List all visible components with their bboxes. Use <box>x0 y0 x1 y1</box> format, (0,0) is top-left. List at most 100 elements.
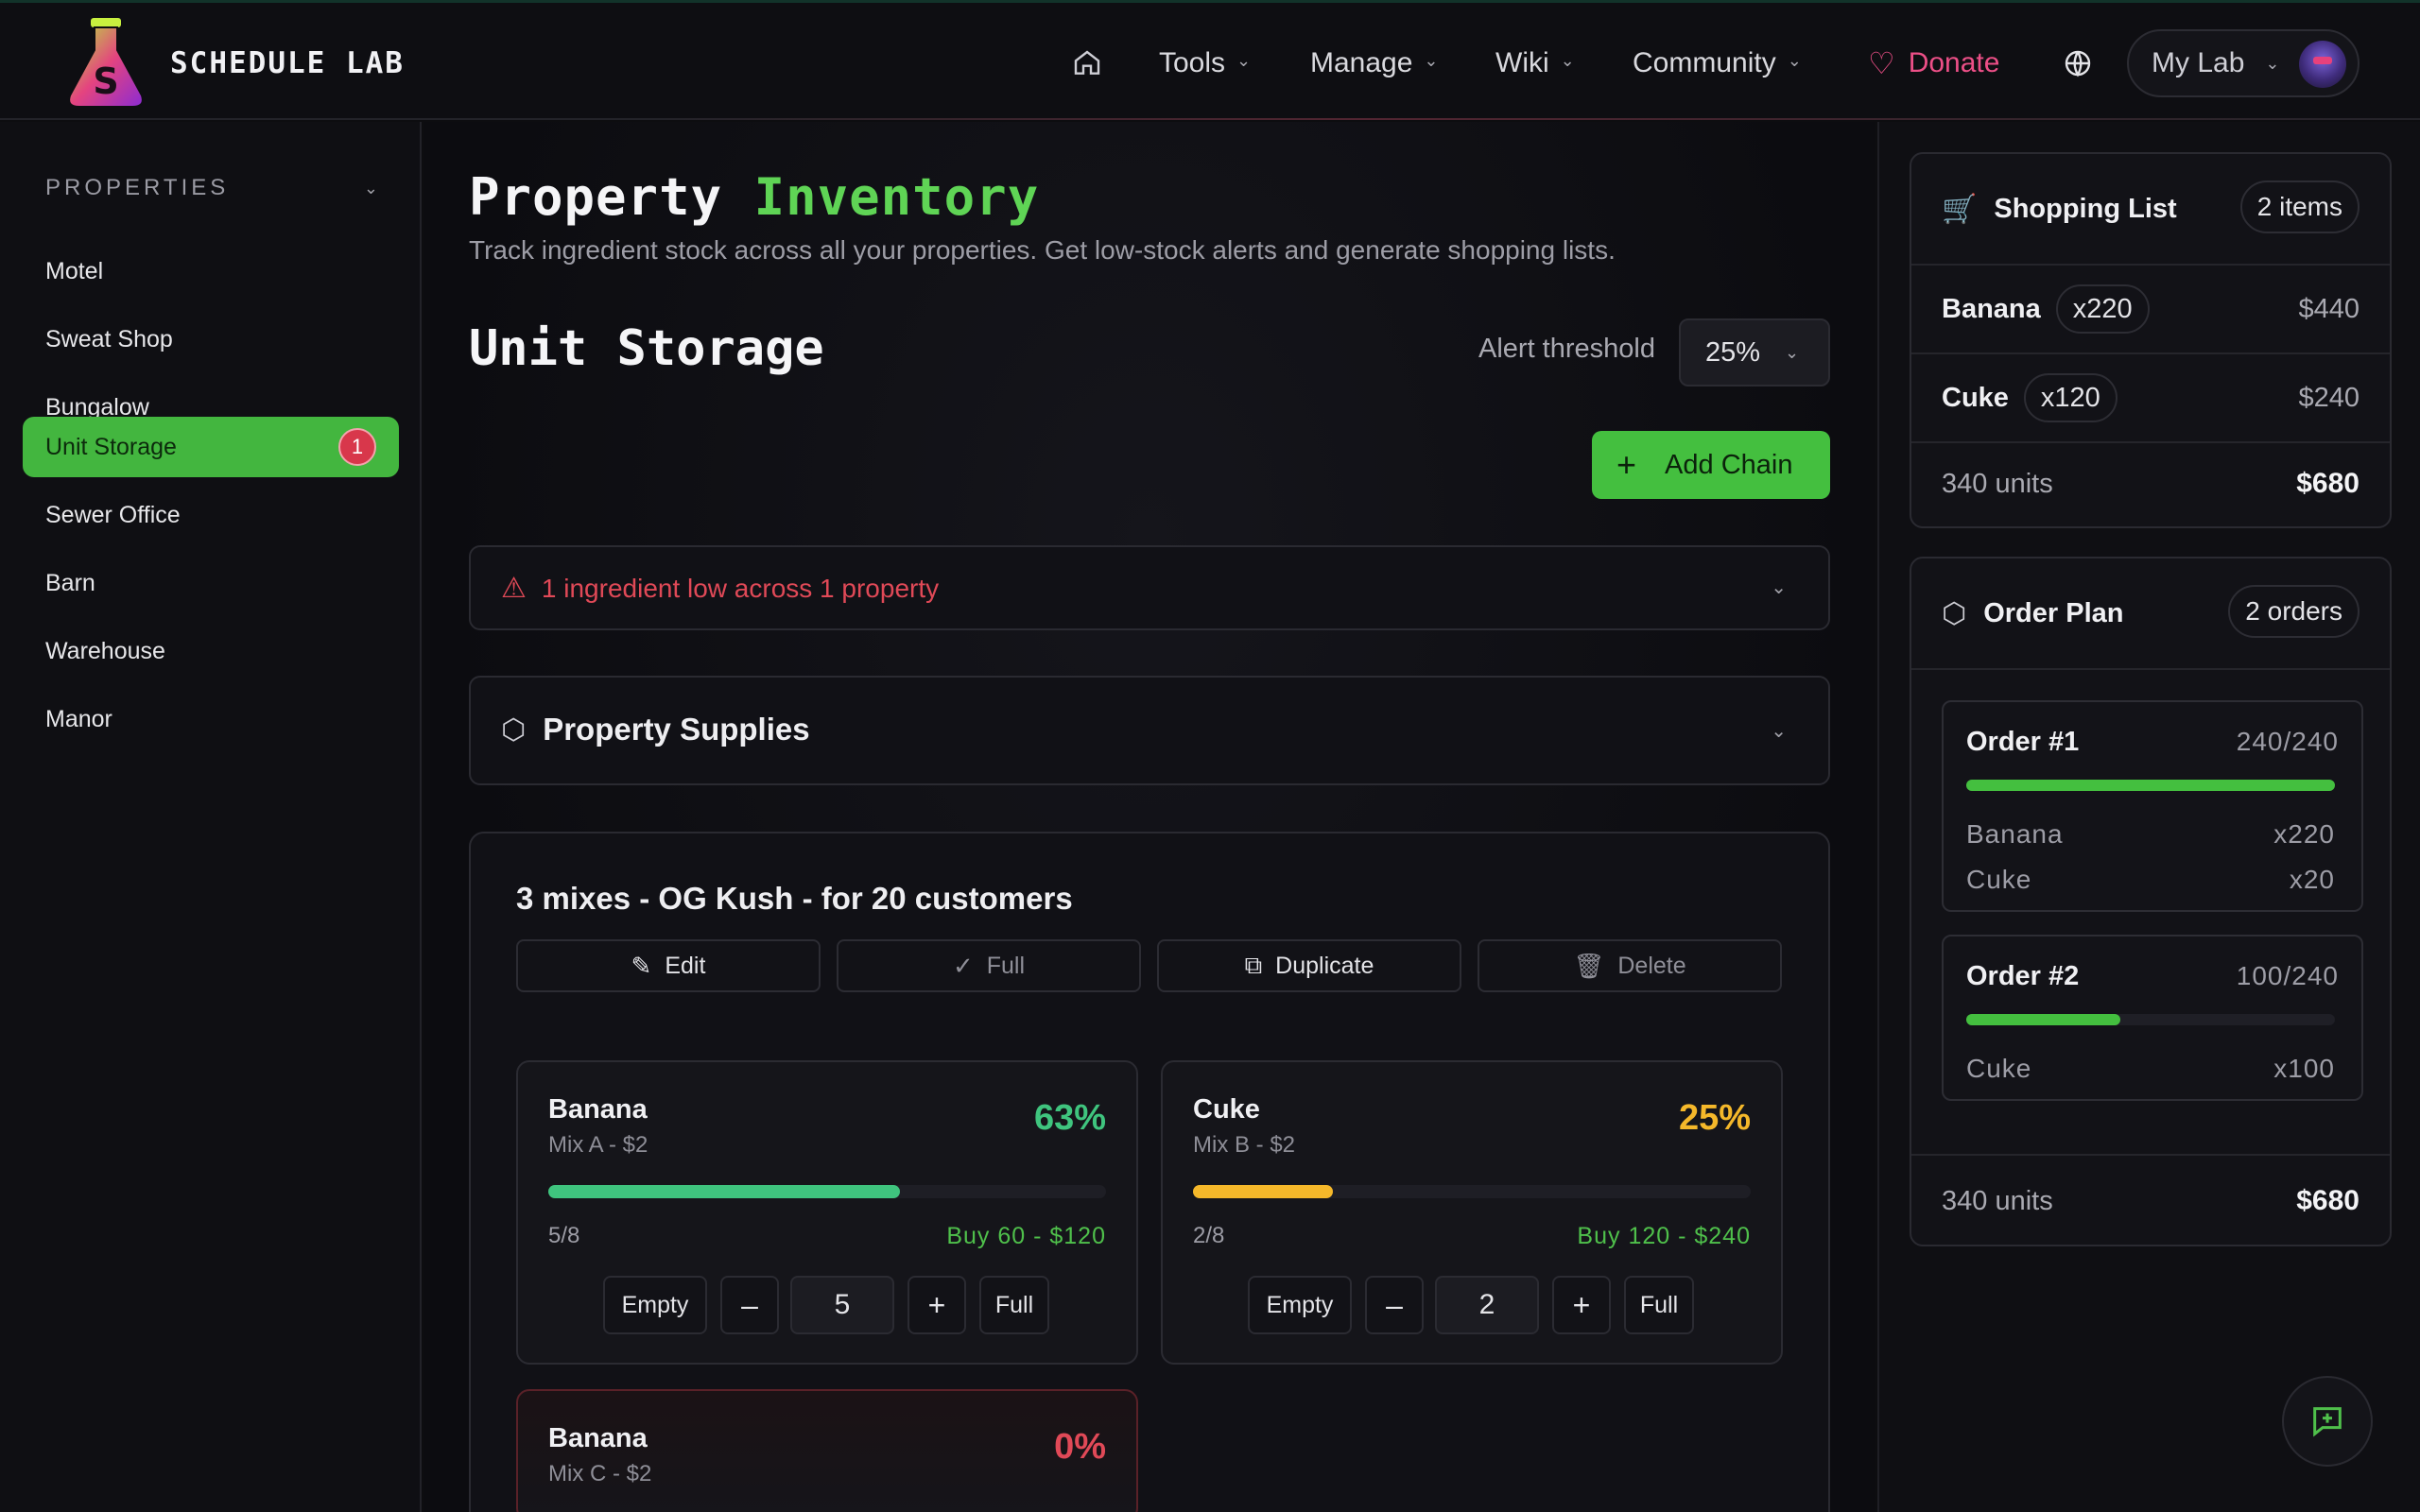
brand-link[interactable]: S SCHEDULE LAB <box>64 16 405 111</box>
order-name: Order #1 <box>1966 727 2080 757</box>
home-icon <box>1074 50 1100 75</box>
add-chain-button[interactable]: + Add Chain <box>1592 431 1830 499</box>
nav-tools[interactable]: Tools ⌄ <box>1159 35 1251 92</box>
stock-percent: 25% <box>1678 1098 1751 1138</box>
nav-tools-label: Tools <box>1159 47 1226 78</box>
fill-all-button[interactable]: ✓ Full <box>837 939 1141 992</box>
order-item: Order #2 100/240 Cuke x100 <box>1942 935 2363 1101</box>
property-supplies-panel[interactable]: ⬡ Property Supplies ⌄ <box>469 676 1830 785</box>
order-plan-units: 340 units <box>1942 1185 2053 1216</box>
right-sidebar: 🛒 Shopping List 2 items Banana x220 $440… <box>1877 122 2420 1512</box>
nav-divider <box>662 118 2420 120</box>
nav-wiki-label: Wiki <box>1495 47 1549 78</box>
shopping-item-name: Banana <box>1942 293 2041 324</box>
quantity-value[interactable]: 5 <box>790 1276 894 1334</box>
sidebar-item-label: Sweat Shop <box>45 325 173 352</box>
stock-count: 2/8 <box>1193 1223 1225 1248</box>
shopping-row: Banana x220 $440 <box>1911 266 2390 354</box>
quantity-value[interactable]: 2 <box>1435 1276 1539 1334</box>
duplicate-button[interactable]: ⧉ Duplicate <box>1157 939 1461 992</box>
empty-button[interactable]: Empty <box>1248 1276 1352 1334</box>
order-line: Banana x220 <box>1966 819 2335 850</box>
property-supplies-title: Property Supplies <box>543 712 810 747</box>
increment-button[interactable]: + <box>908 1276 966 1334</box>
ingredient-mix: Mix C - $2 <box>548 1461 652 1486</box>
decrement-button[interactable]: – <box>1365 1276 1424 1334</box>
sidebar-item-bungalow[interactable]: Bungalow <box>23 377 399 438</box>
warning-icon: ⚠ <box>501 573 527 604</box>
order-line-qty: x220 <box>2273 819 2335 849</box>
brand-name: SCHEDULE LAB <box>170 46 405 80</box>
nav-community[interactable]: Community ⌄ <box>1633 35 1802 92</box>
ingredient-mix: Mix A - $2 <box>548 1132 648 1158</box>
home-button[interactable] <box>1064 35 1110 92</box>
language-button[interactable] <box>2059 35 2097 92</box>
alert-threshold-select[interactable]: 25% ⌄ <box>1679 318 1830 387</box>
nav-community-label: Community <box>1633 47 1776 78</box>
sidebar-item-barn[interactable]: Barn <box>23 553 399 613</box>
delete-button[interactable]: 🗑 Delete <box>1478 939 1782 992</box>
sidebar-item-label: Barn <box>45 569 95 596</box>
sidebar-item-sewer-office[interactable]: Sewer Office <box>23 485 399 545</box>
low-stock-badge: 1 <box>338 428 376 466</box>
low-stock-alert-text: 1 ingredient low across 1 property <box>541 573 940 603</box>
stock-count: 5/8 <box>548 1223 580 1248</box>
fill-all-label: Full <box>986 952 1026 979</box>
nav-wiki[interactable]: Wiki ⌄ <box>1495 35 1575 92</box>
sidebar-item-unit-storage[interactable]: Unit Storage 1 <box>23 417 399 477</box>
page-subtitle: Track ingredient stock across all your p… <box>469 235 1616 265</box>
chevron-down-icon: ⌄ <box>1787 50 1802 70</box>
shopping-row: Cuke x120 $240 <box>1911 354 2390 443</box>
sidebar-item-label: Warehouse <box>45 637 165 664</box>
add-chain-label: Add Chain <box>1665 449 1793 480</box>
full-button[interactable]: Full <box>1624 1276 1694 1334</box>
box-icon: ⬡ <box>501 713 527 746</box>
shopping-item-qty: x220 <box>2055 284 2150 334</box>
edit-button[interactable]: ✎ Edit <box>516 939 821 992</box>
edit-label: Edit <box>665 952 706 979</box>
decrement-button[interactable]: – <box>720 1276 779 1334</box>
plus-icon: + <box>1616 445 1637 484</box>
duplicate-label: Duplicate <box>1275 952 1374 979</box>
main-content: Property Inventory Track ingredient stoc… <box>424 122 1876 1512</box>
empty-button[interactable]: Empty <box>603 1276 707 1334</box>
property-title: Unit Storage <box>469 320 824 377</box>
chevron-down-icon: ⌄ <box>1771 577 1787 598</box>
page-title-accent: Inventory <box>753 167 1040 227</box>
stock-bar <box>548 1185 1106 1198</box>
shopping-list-title: Shopping List <box>1994 193 2177 224</box>
sidebar-item-label: Motel <box>45 257 104 284</box>
increment-button[interactable]: + <box>1552 1276 1611 1334</box>
buy-suggestion: Buy 60 - $120 <box>946 1223 1106 1249</box>
nav-manage[interactable]: Manage ⌄ <box>1310 35 1439 92</box>
order-capacity: 240/240 <box>2236 727 2339 756</box>
mix-chain-title: 3 mixes - OG Kush - for 20 customers <box>516 881 1073 916</box>
sidebar-item-label: Sewer Office <box>45 501 181 528</box>
top-nav: S SCHEDULE LAB Tools ⌄ Manage ⌄ Wiki ⌄ Comm… <box>0 0 2420 120</box>
shopping-item-price: $440 <box>2298 293 2360 324</box>
donate-link[interactable]: ♡ Donate <box>1868 35 1999 92</box>
flask-logo-icon: S <box>68 18 144 108</box>
chat-plus-icon <box>2313 1407 2342 1437</box>
shopping-list-header: 🛒 Shopping List 2 items <box>1911 154 2390 266</box>
shopping-list-footer: 340 units $680 <box>1911 441 2390 526</box>
page-title: Property Inventory <box>469 167 1039 227</box>
order-line-item: Cuke <box>1966 865 2032 894</box>
sidebar-item-label: Manor <box>45 705 112 732</box>
globe-icon <box>2065 50 2091 77</box>
full-button[interactable]: Full <box>979 1276 1049 1334</box>
sidebar-item-sweat-shop[interactable]: Sweat Shop <box>23 309 399 369</box>
delete-label: Delete <box>1617 952 1686 979</box>
shopping-item-name: Cuke <box>1942 382 2009 413</box>
ingredient-card: Banana Mix A - $2 63% 5/8 Buy 60 - $120 … <box>516 1060 1138 1365</box>
my-lab-menu[interactable]: My Lab ⌄ <box>2127 29 2360 97</box>
sidebar-item-motel[interactable]: Motel <box>23 241 399 301</box>
low-stock-alert[interactable]: ⚠ 1 ingredient low across 1 property ⌄ <box>469 545 1830 630</box>
sidebar-item-manor[interactable]: Manor <box>23 689 399 749</box>
shopping-item-qty: x120 <box>2023 373 2118 422</box>
sidebar-item-warehouse[interactable]: Warehouse <box>23 621 399 681</box>
alert-threshold-value: 25% <box>1705 336 1761 368</box>
properties-section-toggle[interactable]: PROPERTIES ⌄ <box>45 167 378 209</box>
chevron-down-icon: ⌄ <box>1236 50 1252 70</box>
feedback-chat-button[interactable] <box>2282 1376 2373 1467</box>
